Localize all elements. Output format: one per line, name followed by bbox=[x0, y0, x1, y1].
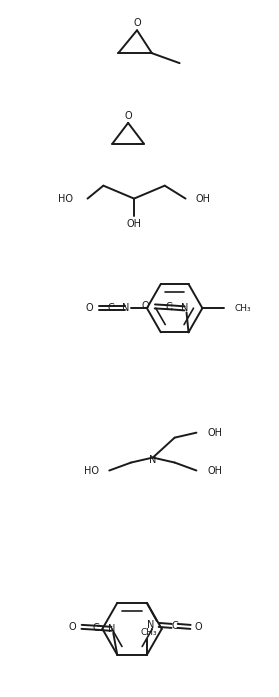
Text: C: C bbox=[92, 623, 99, 633]
Text: N: N bbox=[122, 303, 129, 313]
Text: N: N bbox=[148, 620, 155, 630]
Text: CH₃: CH₃ bbox=[234, 304, 251, 313]
Text: HO: HO bbox=[85, 466, 99, 475]
Text: N: N bbox=[181, 303, 189, 314]
Text: OH: OH bbox=[207, 428, 222, 438]
Text: O: O bbox=[124, 111, 132, 121]
Text: OH: OH bbox=[127, 218, 141, 229]
Text: C: C bbox=[171, 621, 178, 631]
Text: O: O bbox=[68, 622, 76, 632]
Text: HO: HO bbox=[58, 194, 73, 204]
Text: N: N bbox=[108, 624, 115, 634]
Text: O: O bbox=[141, 301, 149, 312]
Text: OH: OH bbox=[207, 466, 222, 475]
Text: OH: OH bbox=[195, 194, 210, 204]
Text: C: C bbox=[165, 302, 172, 312]
Text: O: O bbox=[86, 303, 93, 313]
Text: O: O bbox=[133, 18, 141, 29]
Text: O: O bbox=[194, 622, 202, 632]
Text: C: C bbox=[108, 303, 115, 313]
Text: CH₃: CH₃ bbox=[141, 628, 157, 637]
Text: N: N bbox=[149, 454, 157, 465]
